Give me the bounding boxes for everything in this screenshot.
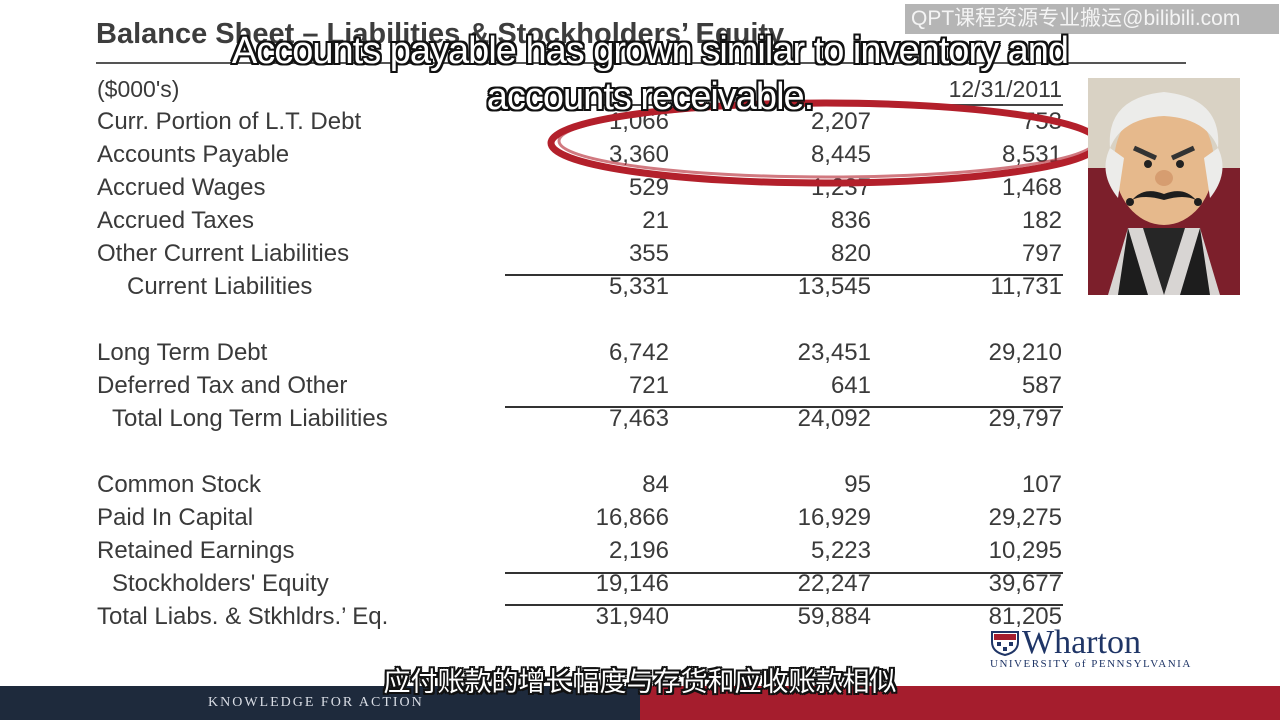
table-row: Stockholders' Equity 19,146 22,247 39,677	[0, 570, 1280, 603]
row-label: Long Term Debt	[97, 339, 268, 366]
row-value: 21	[642, 207, 669, 234]
table-row: Curr. Portion of L.T. Debt 1,066 2,207 753	[0, 108, 1280, 141]
footer-bar-right	[640, 686, 1280, 720]
row-label: Other Current Liabilities	[97, 240, 350, 267]
english-caption: Accounts payable has grown similar to in…	[231, 30, 1069, 118]
row-value: 29,210	[988, 339, 1062, 366]
presenter-avatar	[1088, 78, 1240, 295]
wharton-logo: Wharton UNIVERSITY of PENNSYLVANIA	[988, 624, 1198, 672]
table-row: Current Liabilities 5,331 13,545 11,731	[0, 273, 1280, 306]
row-value: 31,940	[595, 603, 669, 630]
table-row: Total Liabs. & Stkhldrs.’ Eq. 31,940 59,88…	[0, 603, 1280, 636]
row-label: Accounts Payable	[97, 141, 290, 168]
row-value: 836	[830, 207, 871, 234]
units-label: ($000's)	[97, 76, 180, 102]
row-value: 29,275	[988, 504, 1062, 531]
row-value: 355	[628, 240, 669, 267]
row-label: Paid In Capital	[97, 504, 254, 531]
title-divider	[96, 62, 1186, 64]
row-value: 587	[1021, 372, 1062, 399]
row-value: 23,451	[797, 339, 871, 366]
row-value: 2,196	[608, 537, 669, 564]
row-value: 95	[844, 471, 871, 498]
footer-bar-left	[0, 686, 640, 720]
row-value: 107	[1021, 471, 1062, 498]
row-label: Total Liabs. & Stkhldrs.’ Eq.	[97, 603, 389, 630]
table-row: Common Stock 84 95 107	[0, 471, 1280, 504]
row-label: Accrued Taxes	[97, 207, 254, 234]
table-row: Deferred Tax and Other 721 641 587	[0, 372, 1280, 405]
row-value: 721	[628, 372, 669, 399]
row-value: 22,247	[797, 570, 871, 597]
row-value: 13,545	[797, 273, 871, 300]
row-value: 84	[642, 471, 669, 498]
subtotal-rule	[505, 572, 1063, 574]
row-value: 24,092	[797, 405, 871, 432]
row-label: Total Long Term Liabilities	[112, 405, 388, 432]
row-value: 797	[1021, 240, 1062, 267]
wharton-shield-icon	[991, 631, 1019, 656]
logo-wordmark: Wharton	[1022, 624, 1141, 661]
row-label: Deferred Tax and Other	[97, 372, 348, 399]
row-value: 29,797	[988, 405, 1062, 432]
row-label: Common Stock	[97, 471, 262, 498]
table-row: Retained Earnings 2,196 5,223 10,295	[0, 537, 1280, 570]
row-value: 5,223	[810, 537, 871, 564]
row-value: 182	[1021, 207, 1062, 234]
row-value: 19,146	[595, 570, 669, 597]
row-value: 820	[830, 240, 871, 267]
subtotal-rule	[505, 406, 1063, 408]
row-value: 59,884	[797, 603, 871, 630]
row-value: 7,463	[608, 405, 669, 432]
table-row: Long Term Debt 6,742 23,451 29,210	[0, 339, 1280, 372]
row-label: Accrued Wages	[97, 174, 266, 201]
row-value: 8,445	[810, 141, 871, 168]
row-label: Current Liabilities	[127, 273, 313, 300]
row-value: 1,237	[810, 174, 871, 201]
column-header-2011: 12/31/2011	[948, 76, 1062, 102]
row-value: 81,205	[988, 603, 1062, 630]
row-label: Retained Earnings	[97, 537, 295, 564]
watermark: QPT课程资源专业搬运@bilibili.com	[905, 4, 1279, 34]
subtotal-rule	[505, 274, 1063, 276]
table-row: Paid In Capital 16,866 16,929 29,275	[0, 504, 1280, 537]
table-row: Total Long Term Liabilities 7,463 24,092 29…	[0, 405, 1280, 438]
table-row: Accrued Wages 529 1,237 1,468	[0, 174, 1280, 207]
row-value: 641	[830, 372, 871, 399]
row-value: 1,468	[1001, 174, 1062, 201]
row-value: 5,331	[608, 273, 669, 300]
subtotal-rule	[505, 604, 1063, 606]
footer-tagline: KNOWLEDGE FOR ACTION	[208, 695, 424, 710]
row-value: 39,677	[988, 570, 1062, 597]
row-label: Stockholders' Equity	[112, 570, 329, 597]
row-value: 6,742	[608, 339, 669, 366]
table-row: Accrued Taxes 21 836 182	[0, 207, 1280, 240]
row-value: 2,207	[810, 108, 871, 135]
row-value: 16,866	[595, 504, 669, 531]
chinese-caption: 应付账款的增长幅度与存货和应收账款相似	[383, 667, 897, 698]
row-value: 16,929	[797, 504, 871, 531]
row-value: 10,295	[988, 537, 1062, 564]
table-row: Other Current Liabilities 355 820 797	[0, 240, 1280, 273]
slide-title: Balance Sheet – Liabilities & Stockholde…	[96, 18, 785, 50]
row-value: 11,731	[990, 273, 1062, 300]
logo-subtitle: UNIVERSITY of PENNSYLVANIA	[990, 658, 1192, 670]
row-label: Curr. Portion of L.T. Debt	[97, 108, 362, 135]
